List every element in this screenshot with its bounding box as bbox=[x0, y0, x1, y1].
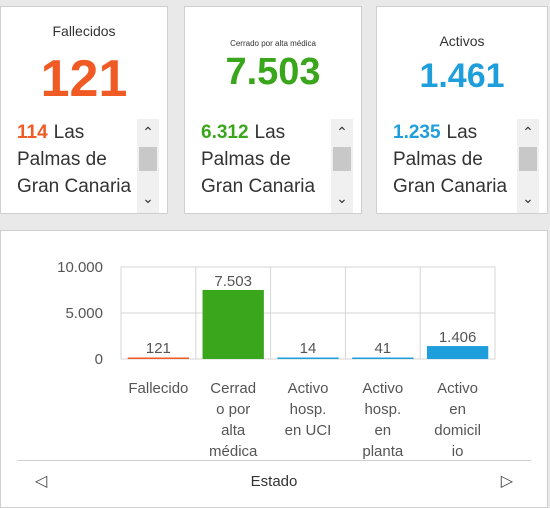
card-value: 7.503 bbox=[225, 51, 321, 93]
data-label: 41 bbox=[374, 340, 391, 357]
card-list[interactable]: 1.235 Las Palmas de Gran Canaria bbox=[393, 119, 517, 213]
list-item-label: Las Palmas de Gran Canaria bbox=[201, 122, 316, 197]
x-tick-label-line: Activo bbox=[362, 380, 403, 397]
list-item-label: Las Palmas de Gran Canaria bbox=[393, 122, 508, 197]
card-value: 121 bbox=[40, 50, 128, 108]
x-tick-label: Activo hosp. en UCI bbox=[285, 380, 332, 439]
x-tick-label: Cerrad o por alta médica bbox=[209, 380, 258, 460]
x-tick-label-line: Activo bbox=[437, 380, 478, 397]
x-tick-label-line: médica bbox=[209, 443, 258, 460]
card-activos: Activos 1.461 1.235 Las Palmas de Gran Ca… bbox=[376, 6, 548, 214]
chevron-down-icon[interactable]: ⌄ bbox=[336, 190, 348, 206]
chart-footer: ◁ Estado ▷ bbox=[17, 460, 531, 507]
x-tick-label-line: hosp. bbox=[364, 401, 401, 418]
triangle-left-icon[interactable]: ◁ bbox=[35, 473, 48, 490]
scrollbar[interactable]: ⌃ ⌄ bbox=[137, 119, 159, 213]
x-tick-label-line: planta bbox=[362, 443, 404, 460]
scrollbar-thumb[interactable] bbox=[333, 147, 351, 171]
x-tick-label-line: alta bbox=[221, 422, 246, 439]
x-tick-label: Activo hosp. en planta bbox=[362, 380, 404, 460]
x-tick-label-line: io bbox=[452, 443, 464, 460]
x-tick-label-line: domicil bbox=[434, 422, 481, 439]
x-tick-label-line: Activo bbox=[288, 380, 329, 397]
chevron-up-icon[interactable]: ⌃ bbox=[522, 124, 534, 140]
chevron-up-icon[interactable]: ⌃ bbox=[336, 124, 348, 140]
bar-chart: 0 5.000 10.000 121 7.503 14 41 1.406 Fallecido Ce… bbox=[57, 259, 496, 460]
x-axis-title: Estado bbox=[250, 473, 298, 490]
card-fallecidos: Fallecidos 121 114 Las Palmas de Gran Can… bbox=[0, 6, 168, 214]
data-label: 1.406 bbox=[439, 329, 477, 346]
y-tick-label: 0 bbox=[95, 351, 103, 368]
bar bbox=[352, 357, 414, 359]
chevron-up-icon[interactable]: ⌃ bbox=[142, 124, 154, 140]
x-tick-label: Fallecido bbox=[128, 380, 188, 397]
list-item-number: 1.235 bbox=[393, 122, 441, 143]
y-tick-label: 10.000 bbox=[57, 259, 103, 276]
chevron-down-icon[interactable]: ⌄ bbox=[522, 190, 534, 206]
scrollbar[interactable]: ⌃ ⌄ bbox=[331, 119, 353, 213]
scrollbar-thumb[interactable] bbox=[139, 147, 157, 171]
card-list[interactable]: 6.312 Las Palmas de Gran Canaria bbox=[201, 119, 331, 213]
bar bbox=[127, 357, 190, 359]
scrollbar[interactable]: ⌃ ⌄ bbox=[517, 119, 539, 213]
card-list[interactable]: 114 Las Palmas de Gran Canaria bbox=[17, 119, 137, 213]
list-item-number: 6.312 bbox=[201, 122, 249, 143]
x-tick-label-line: en UCI bbox=[285, 422, 332, 439]
card-cerrado: Cerrado por alta médica 7.503 6.312 Las P… bbox=[184, 6, 362, 214]
list-item-label: Las Palmas de Gran Canaria bbox=[17, 122, 132, 197]
x-tick-label-line: en bbox=[374, 422, 391, 439]
card-title: Cerrado por alta médica bbox=[230, 39, 316, 48]
bar bbox=[277, 357, 339, 359]
card-value: 1.461 bbox=[419, 57, 505, 95]
x-tick-label-line: hosp. bbox=[290, 401, 327, 418]
bar bbox=[426, 346, 489, 359]
data-label: 121 bbox=[146, 340, 171, 357]
data-label: 7.503 bbox=[214, 273, 252, 290]
x-tick-label-line: Cerrad bbox=[210, 380, 256, 397]
y-tick-label: 5.000 bbox=[65, 305, 103, 322]
x-tick-label: Activo en domicil io bbox=[434, 380, 481, 460]
list-item-number: 114 bbox=[17, 122, 48, 143]
card-title: Activos bbox=[439, 33, 485, 49]
x-tick-label-line: o por bbox=[216, 401, 250, 418]
scrollbar-thumb[interactable] bbox=[519, 147, 537, 171]
data-label: 14 bbox=[300, 340, 317, 357]
x-tick-label-line: Fallecido bbox=[128, 380, 188, 397]
triangle-right-icon[interactable]: ▷ bbox=[500, 473, 513, 490]
card-title: Fallecidos bbox=[52, 23, 116, 39]
bar bbox=[202, 289, 264, 359]
chart-panel: 0 5.000 10.000 121 7.503 14 41 1.406 Fallecido Ce… bbox=[0, 230, 548, 508]
chevron-down-icon[interactable]: ⌄ bbox=[142, 190, 154, 206]
x-tick-label-line: en bbox=[449, 401, 466, 418]
